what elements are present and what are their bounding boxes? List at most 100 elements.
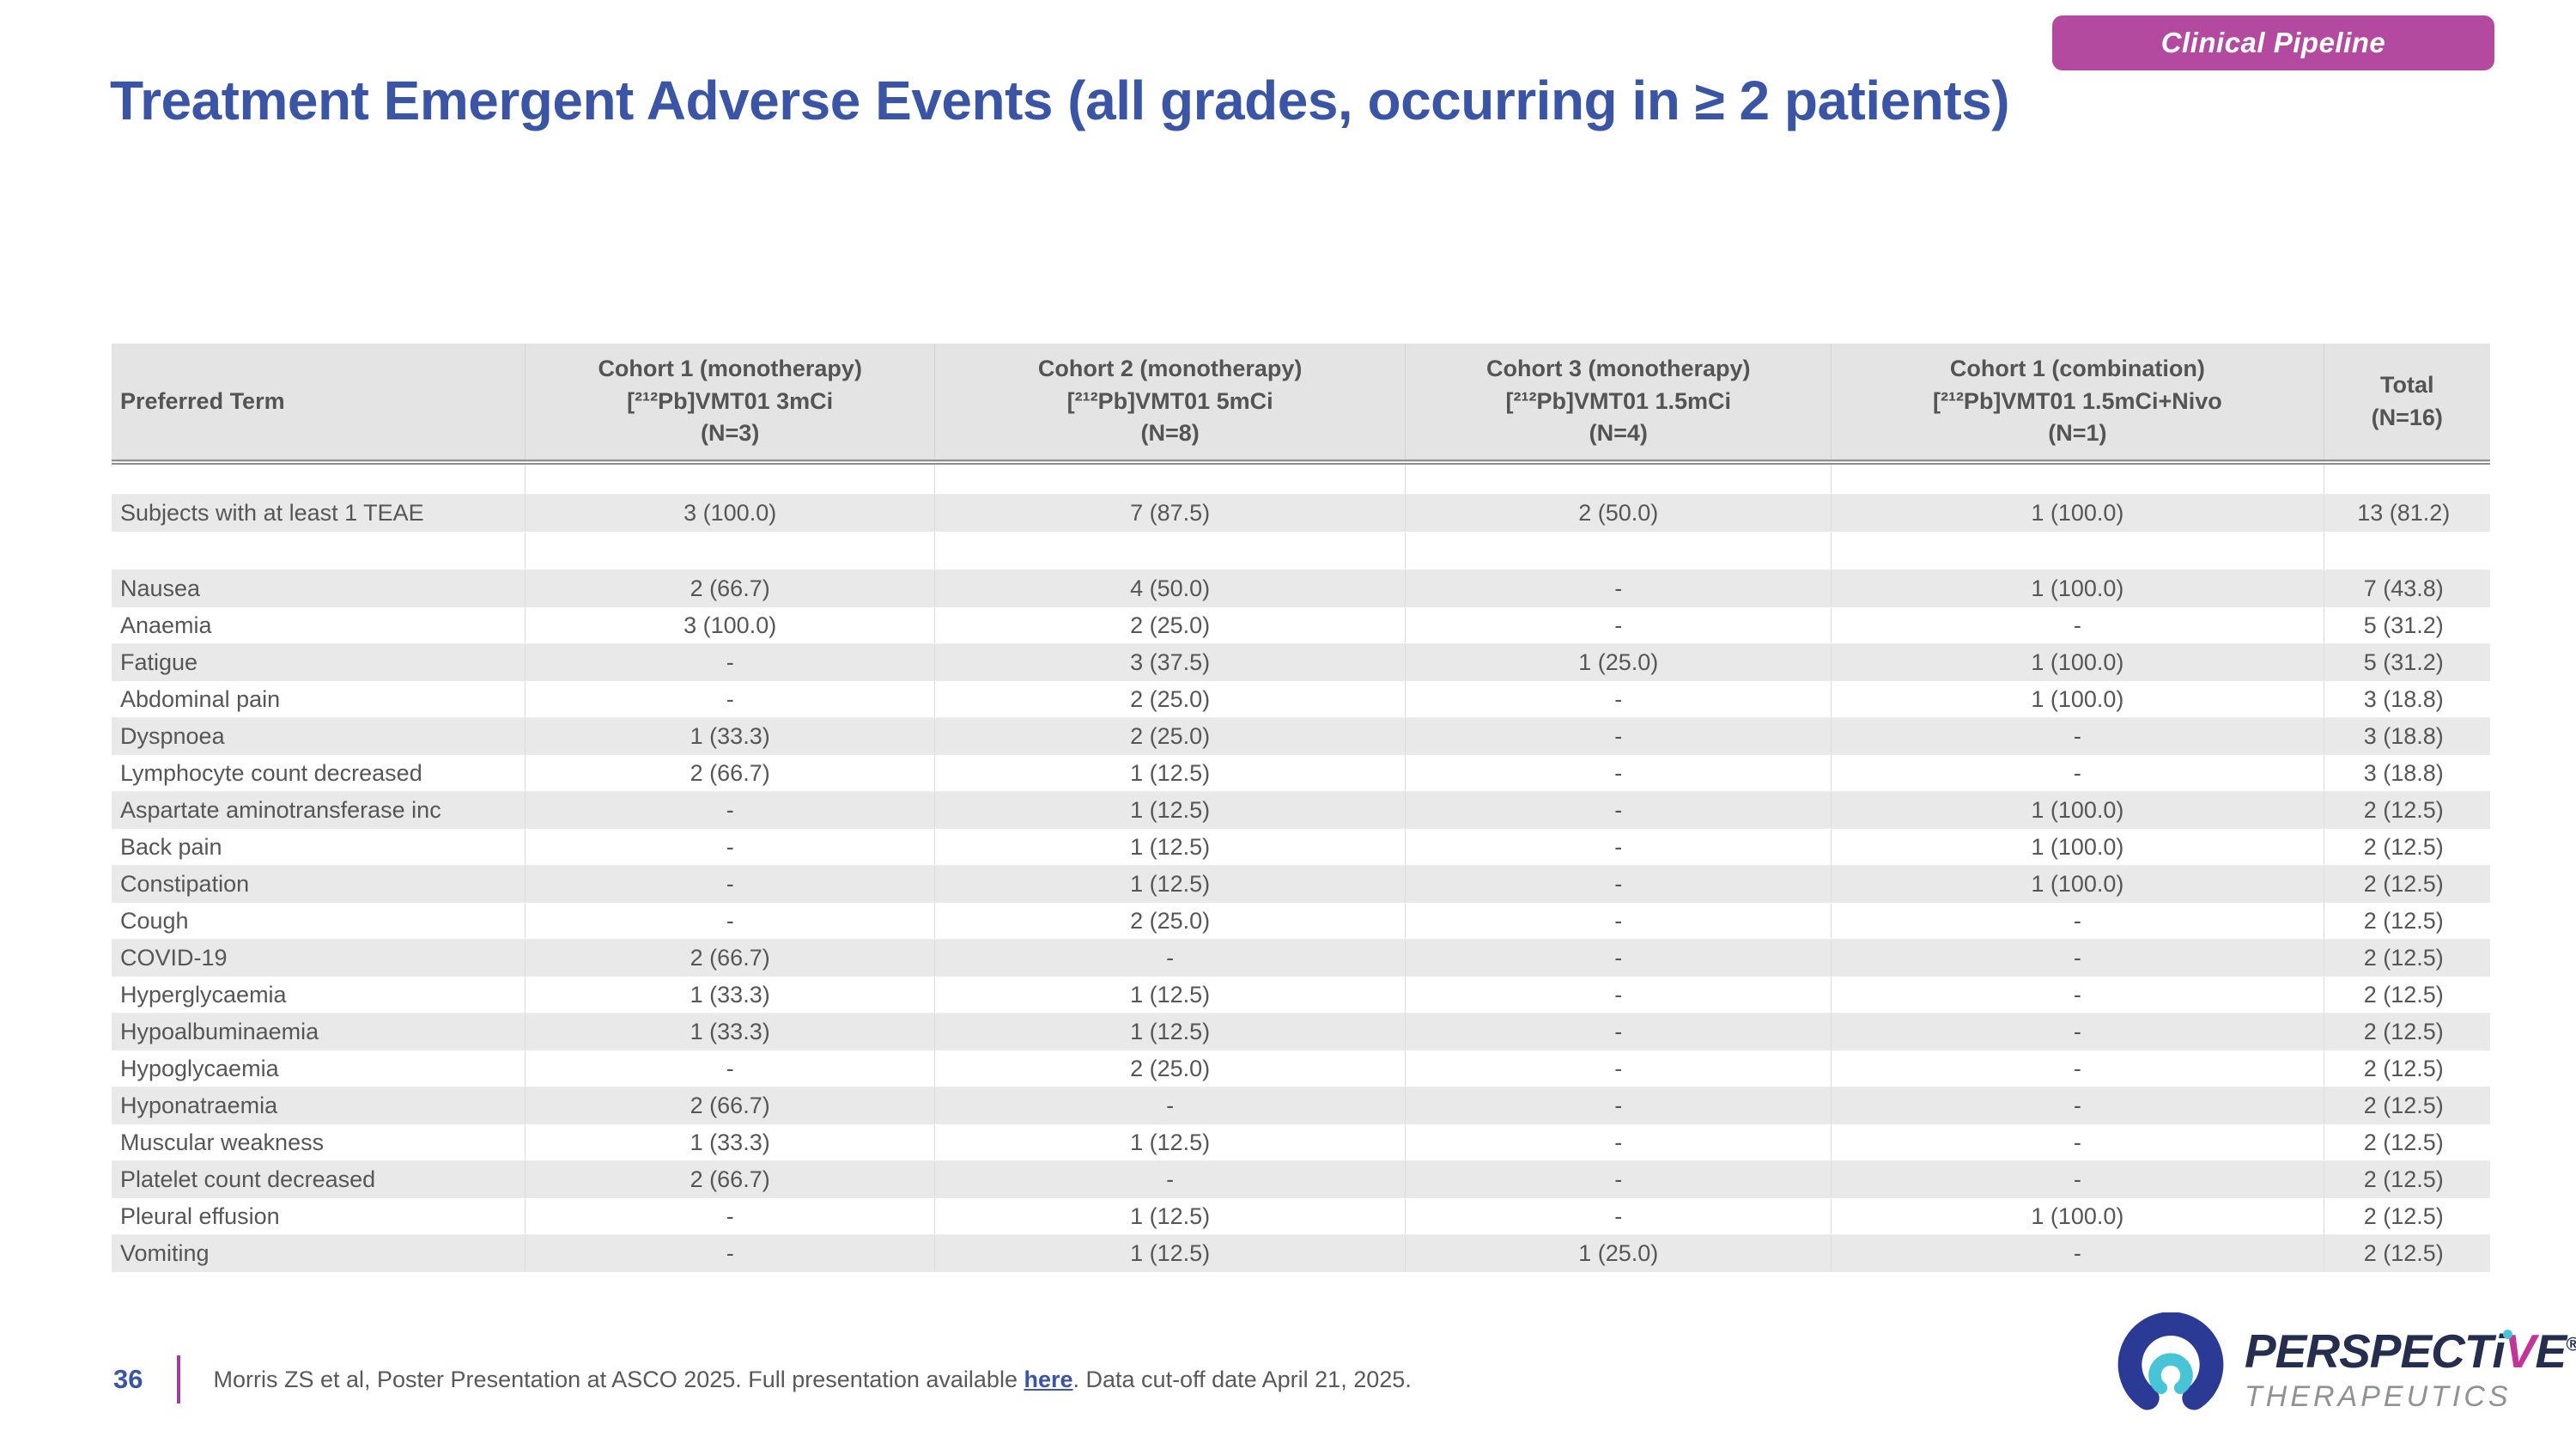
- value-cell: 1 (33.3): [525, 1013, 935, 1050]
- table-row: Back pain -1 (12.5) -1 (100.0) 2 (12.5): [112, 828, 2490, 866]
- value-cell: 1 (100.0): [1831, 569, 2324, 607]
- preferred-term-cell: Hyponatraemia: [112, 1087, 526, 1124]
- value-cell: 1 (12.5): [934, 828, 1406, 866]
- value-cell: 1 (12.5): [934, 865, 1406, 903]
- value-cell: 2 (66.7): [525, 939, 935, 977]
- logo-brand-e: E: [2535, 1324, 2567, 1378]
- value-cell: -: [1831, 606, 2324, 644]
- value-cell: 5 (31.2): [2324, 643, 2490, 681]
- preferred-term-cell: Abdominal pain: [112, 680, 526, 718]
- column-header: Cohort 2 (monotherapy) [²¹²Pb]VMT01 5mCi(…: [934, 344, 1406, 465]
- preferred-term-cell: Pleural effusion: [112, 1197, 526, 1235]
- table-row: Subjects with at least 1 TEAE 3 (100.0) 7 …: [112, 494, 2490, 532]
- value-cell: 3 (100.0): [525, 606, 935, 644]
- logo-brand-i: i: [2492, 1328, 2513, 1375]
- preferred-term-cell: Lymphocyte count decreased: [112, 754, 526, 792]
- value-cell: -: [934, 1087, 1406, 1124]
- value-cell: -: [525, 643, 935, 681]
- value-cell: [934, 462, 1406, 495]
- table-row: Nausea 2 (66.7) 4 (50.0) -1 (100.0) 7 (43.8): [112, 569, 2490, 607]
- value-cell: -: [1405, 976, 1832, 1014]
- value-cell: -: [1831, 1123, 2324, 1161]
- preferred-term-cell: Hypoalbuminaemia: [112, 1013, 526, 1050]
- table-row: Hypoalbuminaemia 1 (33.3) 1 (12.5) - -2 (12.…: [112, 1013, 2490, 1050]
- value-cell: 2 (12.5): [2324, 902, 2490, 940]
- value-cell: [2324, 462, 2490, 495]
- value-cell: [934, 531, 1406, 570]
- value-cell: -: [1831, 939, 2324, 977]
- preferred-term-cell: Subjects with at least 1 TEAE: [112, 494, 526, 532]
- value-cell: 1 (100.0): [1831, 791, 2324, 829]
- preferred-term-cell: Hypoglycaemia: [112, 1050, 526, 1087]
- value-cell: 3 (37.5): [934, 643, 1406, 681]
- value-cell: 3 (18.8): [2324, 680, 2490, 718]
- spacer-row: [112, 531, 2490, 570]
- value-cell: -: [1405, 606, 1832, 644]
- value-cell: -: [1831, 1050, 2324, 1087]
- clinical-pipeline-badge: Clinical Pipeline: [2052, 15, 2494, 70]
- table-row: Hyperglycaemia 1 (33.3) 1 (12.5) - -2 (12.5): [112, 976, 2490, 1014]
- value-cell: [1405, 462, 1832, 495]
- reference-text: Morris ZS et al, Poster Presentation at …: [213, 1367, 1411, 1393]
- value-cell: [525, 462, 935, 495]
- value-cell: -: [1405, 717, 1832, 755]
- preferred-term-cell: [112, 531, 526, 570]
- table-row: Aspartate aminotransferase inc -1 (12.5) -…: [112, 791, 2490, 829]
- value-cell: -: [525, 791, 935, 829]
- value-cell: -: [525, 1050, 935, 1087]
- table-row: Vomiting -1 (12.5) 1 (25.0) -2 (12.5): [112, 1234, 2490, 1272]
- column-header: Total (N=16): [2324, 344, 2490, 465]
- preferred-term-cell: Nausea: [112, 569, 526, 607]
- value-cell: 2 (12.5): [2324, 1050, 2490, 1087]
- registered-mark: ®: [2566, 1334, 2576, 1355]
- value-cell: -: [1831, 1234, 2324, 1272]
- value-cell: 7 (87.5): [934, 494, 1406, 532]
- value-cell: -: [1831, 754, 2324, 792]
- value-cell: -: [1405, 902, 1832, 940]
- value-cell: -: [1405, 1160, 1832, 1198]
- table-header-row: Preferred Term Cohort 1 (monotherapy) [²¹²…: [112, 344, 2490, 465]
- preferred-term-cell: Back pain: [112, 828, 526, 866]
- value-cell: 1 (33.3): [525, 717, 935, 755]
- badge-label: Clinical Pipeline: [2160, 27, 2386, 58]
- value-cell: 1 (33.3): [525, 976, 935, 1014]
- value-cell: [525, 531, 935, 570]
- preferred-term-cell: [112, 462, 526, 495]
- value-cell: -: [525, 1197, 935, 1235]
- here-link[interactable]: here: [1024, 1366, 1073, 1392]
- value-cell: -: [1831, 902, 2324, 940]
- table-row: Fatigue -3 (37.5) 1 (25.0) 1 (100.0) 5 (31.2…: [112, 643, 2490, 681]
- value-cell: 2 (25.0): [934, 717, 1406, 755]
- page-number: 36: [113, 1364, 143, 1394]
- value-cell: 1 (12.5): [934, 976, 1406, 1014]
- value-cell: 2 (12.5): [2324, 976, 2490, 1014]
- value-cell: 1 (100.0): [1831, 680, 2324, 718]
- value-cell: 1 (12.5): [934, 1013, 1406, 1050]
- table-row: Hyponatraemia 2 (66.7) - - -2 (12.5): [112, 1087, 2490, 1124]
- value-cell: -: [1405, 939, 1832, 977]
- value-cell: 1 (12.5): [934, 754, 1406, 792]
- preferred-term-cell: Muscular weakness: [112, 1123, 526, 1161]
- value-cell: -: [1405, 569, 1832, 607]
- footer: 36 Morris ZS et al, Poster Presentation …: [113, 1355, 1412, 1403]
- value-cell: 2 (12.5): [2324, 939, 2490, 977]
- value-cell: 2 (12.5): [2324, 1087, 2490, 1124]
- value-cell: 1 (12.5): [934, 1197, 1406, 1235]
- table-row: Cough -2 (25.0) - -2 (12.5): [112, 902, 2490, 940]
- value-cell: 2 (12.5): [2324, 1123, 2490, 1161]
- value-cell: 3 (100.0): [525, 494, 935, 532]
- value-cell: 3 (18.8): [2324, 754, 2490, 792]
- preferred-term-cell: Vomiting: [112, 1234, 526, 1272]
- value-cell: -: [1405, 1197, 1832, 1235]
- preferred-term-cell: Constipation: [112, 865, 526, 903]
- value-cell: 7 (43.8): [2324, 569, 2490, 607]
- value-cell: 1 (25.0): [1405, 643, 1832, 681]
- value-cell: 2 (66.7): [525, 1160, 935, 1198]
- preferred-term-cell: Fatigue: [112, 643, 526, 681]
- value-cell: 2 (66.7): [525, 754, 935, 792]
- value-cell: 1 (33.3): [525, 1123, 935, 1161]
